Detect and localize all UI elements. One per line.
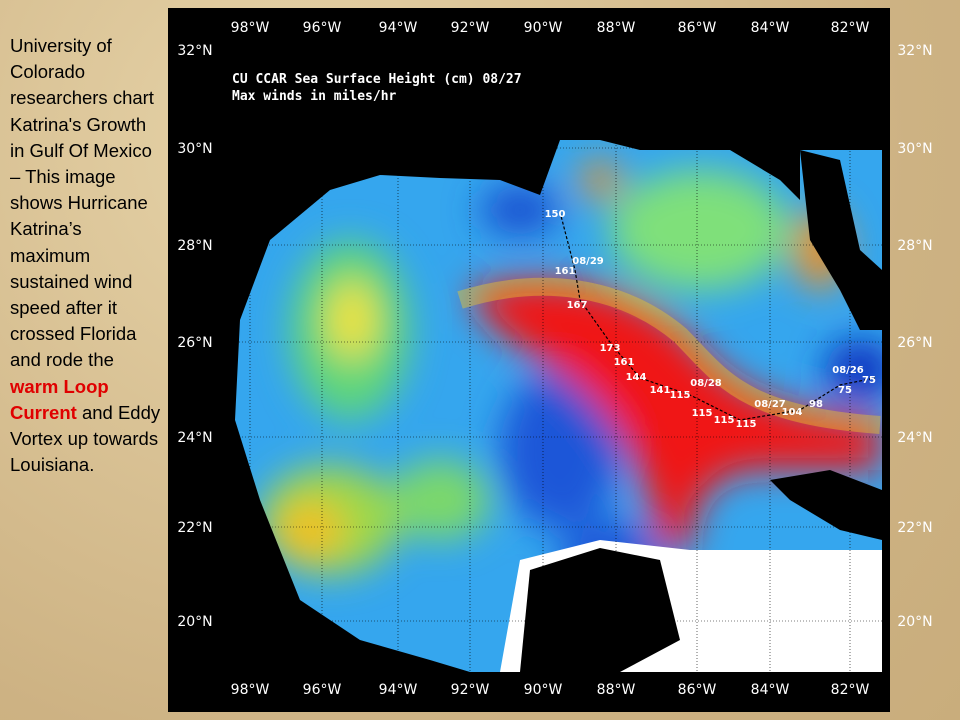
- latitude-label: 22°N: [897, 520, 932, 536]
- longitude-label: 86°W: [678, 682, 717, 698]
- track-label: 115: [736, 419, 757, 430]
- longitude-label: 96°W: [303, 20, 342, 36]
- track-label: 144: [626, 372, 647, 383]
- latitude-label: 24°N: [177, 430, 212, 446]
- longitude-label: 94°W: [379, 682, 418, 698]
- latitude-label: 30°N: [177, 141, 212, 157]
- longitude-label: 92°W: [451, 682, 490, 698]
- track-label: 161: [614, 357, 635, 368]
- longitude-label: 96°W: [303, 682, 342, 698]
- caption-highlight: warm Loop Current: [10, 375, 109, 423]
- latitude-label: 26°N: [177, 335, 212, 351]
- latitude-label: 20°N: [897, 614, 932, 630]
- track-label: 08/29: [572, 256, 604, 267]
- longitude-label: 82°W: [831, 20, 870, 36]
- longitude-label: 98°W: [231, 682, 270, 698]
- track-label: 167: [567, 300, 588, 311]
- longitude-label: 88°W: [597, 682, 636, 698]
- caption: University of Colorado researchers chart…: [10, 33, 162, 478]
- latitude-label: 26°N: [897, 335, 932, 351]
- longitude-label: 92°W: [451, 20, 490, 36]
- track-label: 115: [692, 408, 713, 419]
- longitude-label: 86°W: [678, 20, 717, 36]
- latitude-label: 32°N: [177, 43, 212, 59]
- latitude-label: 24°N: [897, 430, 932, 446]
- latitude-label: 30°N: [897, 141, 932, 157]
- longitude-label: 88°W: [597, 20, 636, 36]
- latitude-label: 28°N: [177, 238, 212, 254]
- track-label: 08/28: [690, 378, 722, 389]
- longitude-label: 84°W: [751, 20, 790, 36]
- graticule: [218, 40, 882, 672]
- latitude-label: 32°N: [897, 43, 932, 59]
- track-label: 115: [670, 390, 691, 401]
- sea-surface-height: [218, 40, 882, 672]
- track-label: 141: [650, 385, 671, 396]
- caption-text: University of Colorado researchers chart…: [10, 35, 154, 371]
- track-label: 173: [600, 343, 621, 354]
- track-label: 75: [862, 375, 876, 386]
- track-label: 08/26: [832, 365, 864, 376]
- latitude-label: 20°N: [177, 614, 212, 630]
- track-label: 98: [809, 399, 823, 410]
- map-subtitle: Max winds in miles/hr: [232, 89, 397, 104]
- longitude-label: 84°W: [751, 682, 790, 698]
- longitude-label: 98°W: [231, 20, 270, 36]
- map-title: CU CCAR Sea Surface Height (cm) 08/27: [232, 72, 522, 87]
- caption-text: and Eddy Vortex up towards Louisiana.: [10, 401, 161, 476]
- track-label: 161: [555, 266, 576, 277]
- track-label: 08/27: [754, 399, 786, 410]
- storm-track: [559, 211, 876, 421]
- longitude-label: 82°W: [831, 682, 870, 698]
- longitude-label: 90°W: [524, 682, 563, 698]
- track-label: 150: [545, 209, 566, 220]
- latitude-label: 22°N: [177, 520, 212, 536]
- latitude-label: 28°N: [897, 238, 932, 254]
- track-label: 115: [714, 415, 735, 426]
- track-label: 75: [838, 385, 852, 396]
- track-label: 104: [782, 407, 803, 418]
- longitude-label: 94°W: [379, 20, 418, 36]
- longitude-label: 90°W: [524, 20, 563, 36]
